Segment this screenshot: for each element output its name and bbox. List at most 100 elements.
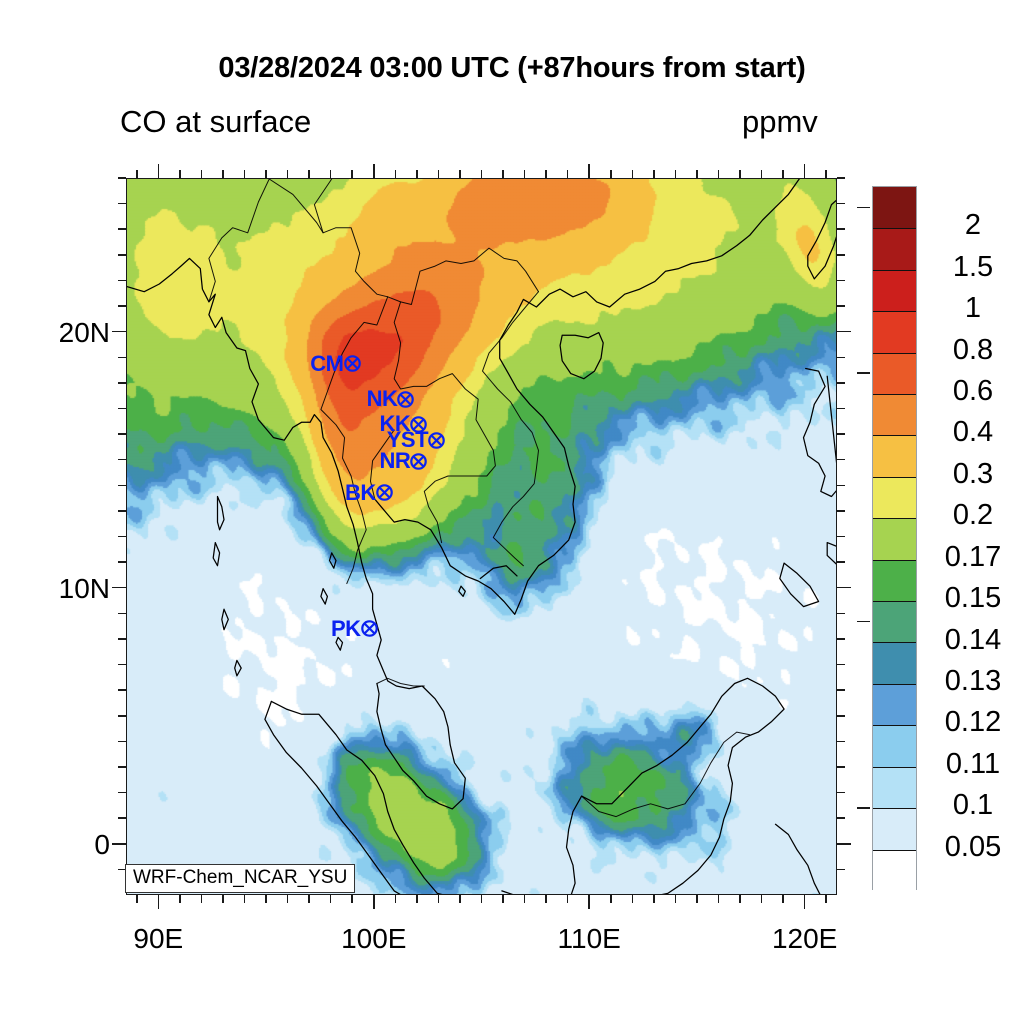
y-tick (118, 535, 126, 538)
colorbar-tick-label: 0.4 (952, 416, 994, 449)
x-tick-top (825, 170, 827, 178)
co-concentration-field (127, 179, 836, 894)
x-tick (243, 895, 246, 903)
x-tick-top (416, 170, 418, 178)
station-label: YST (386, 427, 429, 453)
station-nr[interactable]: NR (380, 450, 429, 472)
y-tick (118, 766, 126, 768)
y-tick-right (837, 510, 845, 512)
x-tick (416, 895, 418, 903)
station-marker-icon (343, 354, 362, 373)
station-label: NR (379, 448, 411, 474)
y-tick (118, 305, 126, 307)
y-tick (118, 356, 126, 358)
y-tick (112, 843, 126, 845)
x-tick (265, 895, 267, 903)
x-tick (782, 895, 784, 903)
colorbar-cell (873, 228, 916, 270)
y-tick (118, 202, 126, 205)
station-label: PK (330, 615, 361, 641)
y-tick (118, 689, 126, 691)
colorbar-tick-label: 0.1 (952, 789, 994, 822)
y-tick-right (837, 254, 845, 256)
y-tick (118, 638, 126, 640)
x-axis-label: 90E (133, 923, 184, 954)
x-tick (459, 895, 461, 903)
y-tick-right (837, 279, 845, 282)
colorbar-cell (873, 725, 916, 767)
x-axis-label: 110E (557, 923, 621, 954)
y-tick-right (837, 638, 845, 640)
map-plot-area[interactable] (126, 178, 837, 895)
x-tick-top (243, 170, 246, 178)
x-tick (179, 895, 181, 903)
y-tick (118, 407, 126, 410)
x-tick (502, 895, 504, 903)
station-bk[interactable]: BK (345, 479, 394, 505)
colorbar-tick (857, 620, 870, 623)
x-tick-top (782, 170, 784, 178)
x-tick-top (760, 170, 763, 178)
x-axis-label: 120E (771, 923, 838, 954)
y-tick (118, 817, 126, 819)
x-tick (717, 895, 720, 903)
colorbar-cell (873, 352, 916, 395)
colorbar-cell (873, 601, 916, 643)
station-label: NK (366, 386, 398, 412)
x-tick (631, 895, 634, 903)
x-tick-top (222, 170, 224, 178)
colorbar-tick-label: 1 (964, 292, 982, 325)
x-tick (308, 895, 310, 903)
y-tick-right (837, 843, 851, 845)
y-tick-right (837, 407, 845, 410)
x-tick (566, 895, 569, 903)
x-tick (200, 895, 203, 903)
y-tick (118, 740, 126, 743)
x-tick-top (394, 170, 397, 178)
station-kk[interactable]: KK (380, 413, 429, 435)
colorbar-tick-label: 1.5 (952, 250, 994, 283)
x-tick-top (803, 164, 806, 178)
colorbar-tick-label: 0.05 (944, 830, 1002, 863)
x-tick (588, 895, 590, 909)
station-nk[interactable]: NK (367, 388, 416, 410)
y-tick (118, 791, 126, 794)
station-pk[interactable]: PK (330, 615, 379, 641)
colorbar-cell (873, 766, 916, 809)
x-tick-top (265, 170, 267, 178)
x-tick (825, 895, 827, 903)
y-tick (118, 715, 126, 717)
y-tick-right (837, 305, 845, 307)
y-tick (118, 868, 126, 871)
x-tick (157, 895, 160, 909)
coastline-overlay (127, 179, 836, 894)
colorbar-cell (873, 518, 916, 560)
y-tick (118, 254, 126, 256)
station-label: CM (310, 350, 344, 376)
x-axis-label: 100E (341, 923, 407, 954)
x-tick-top (545, 170, 547, 178)
colorbar-tick-label: 0.11 (945, 747, 1001, 780)
x-tick-top (717, 170, 720, 178)
x-tick-top (502, 170, 504, 178)
station-label: BK (345, 479, 376, 505)
x-tick (674, 895, 677, 903)
y-tick-right (837, 766, 845, 768)
colorbar-cell (873, 808, 916, 850)
y-axis-label: 0 (94, 828, 110, 860)
colorbar[interactable] (872, 186, 917, 891)
colorbar-tick-label: 0.6 (952, 375, 994, 408)
station-cm[interactable]: CM (310, 350, 362, 376)
x-tick-top (459, 170, 461, 178)
station-marker-icon (375, 483, 394, 502)
station-yst[interactable]: YST (387, 429, 446, 451)
colorbar-tick-label: 0.12 (944, 706, 1002, 739)
y-tick (118, 561, 126, 563)
colorbar-tick-label: 2 (964, 209, 982, 242)
x-tick (545, 895, 547, 903)
colorbar-cell (873, 394, 916, 436)
colorbar-tick-label: 0.13 (944, 664, 1002, 697)
y-tick-right (837, 202, 845, 205)
y-tick (112, 330, 126, 333)
station-marker-icon (427, 431, 446, 450)
